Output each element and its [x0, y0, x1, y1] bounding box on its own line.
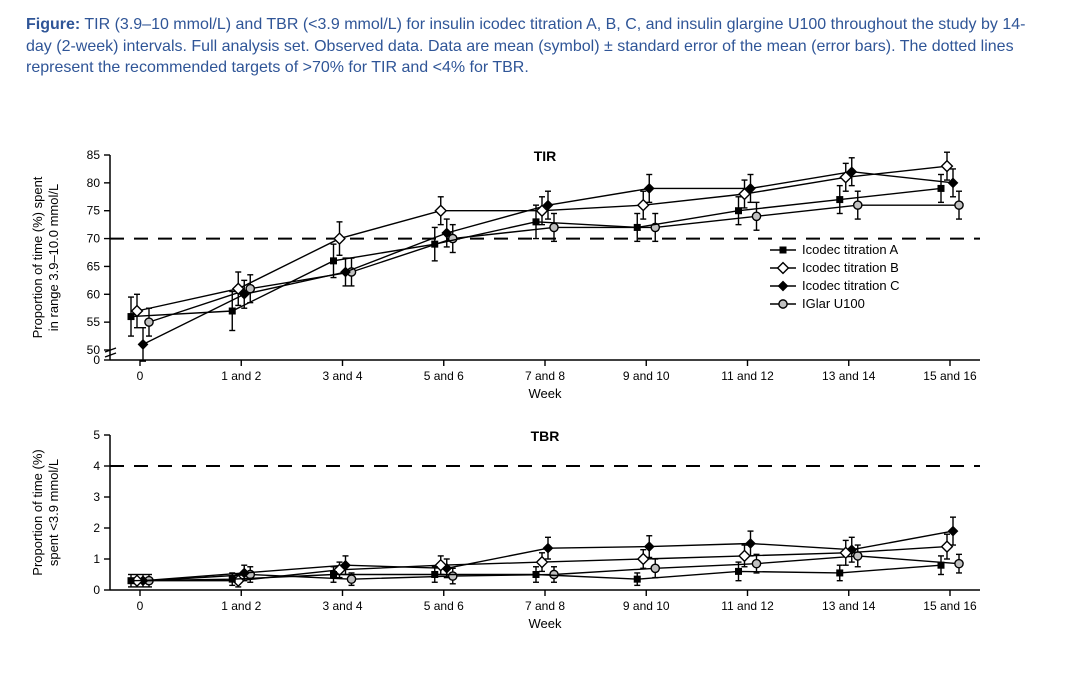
xtick-label: 3 and 4	[322, 599, 362, 613]
xtick-label: 3 and 4	[322, 369, 362, 383]
x-axis-label: Week	[529, 386, 562, 401]
xtick-label: 9 and 10	[623, 369, 670, 383]
xtick-label: 0	[137, 599, 144, 613]
ytick-label: 70	[87, 232, 101, 246]
ytick-label: 85	[87, 148, 101, 162]
panel-title: TBR	[531, 428, 560, 444]
ytick-label: 3	[93, 490, 100, 504]
legend-label: Icodec titration C	[802, 278, 900, 293]
xtick-label: 7 and 8	[525, 599, 565, 613]
chart-panel: 0 1 2 3 4 5 0 1 and 2 3 and 4 5 and 6 7 and 8 9 and…	[30, 428, 980, 631]
xtick-label: 11 and 12	[721, 369, 774, 383]
ytick-label: 80	[87, 176, 101, 190]
xtick-label: 5 and 6	[424, 369, 464, 383]
xtick-label: 13 and 14	[822, 369, 876, 383]
y-axis-label: Proportion of time (%) spentin range 3.9…	[30, 176, 61, 338]
xtick-label: 11 and 12	[721, 599, 774, 613]
xtick-label: 1 and 2	[221, 369, 261, 383]
xtick-label: 5 and 6	[424, 599, 464, 613]
panel-title: TIR	[534, 148, 557, 164]
xtick-label: 7 and 8	[525, 369, 565, 383]
ytick-label: 1	[93, 552, 100, 566]
xtick-label: 1 and 2	[221, 599, 261, 613]
xtick-label: 9 and 10	[623, 599, 670, 613]
ytick-label: 55	[87, 315, 101, 329]
xtick-label: 15 and 16	[923, 369, 977, 383]
xtick-label: 0	[137, 369, 144, 383]
figure-svg: 0505560657075808501 and 23 and 45 and 67…	[0, 0, 1073, 690]
legend-label: Icodec titration A	[802, 242, 898, 257]
ytick-label: 75	[87, 204, 101, 218]
x-axis-label: Week	[529, 616, 562, 631]
y-axis-label: Proportion of time (%)spent <3.9 mmol/L	[30, 449, 61, 575]
ytick-label: 0	[93, 583, 100, 597]
ytick-label: 60	[87, 287, 101, 301]
legend-label: IGlar U100	[802, 296, 865, 311]
legend-label: Icodec titration B	[802, 260, 899, 275]
ytick-label: 50	[87, 343, 101, 357]
xtick-label: 15 and 16	[923, 599, 977, 613]
ytick-label: 5	[93, 428, 100, 442]
ytick-label: 65	[87, 259, 101, 273]
ytick-label: 4	[93, 459, 100, 473]
xtick-label: 13 and 14	[822, 599, 876, 613]
ytick-label: 2	[93, 521, 100, 535]
legend: Icodec titration A Icodec titration B Icod…	[770, 242, 900, 311]
